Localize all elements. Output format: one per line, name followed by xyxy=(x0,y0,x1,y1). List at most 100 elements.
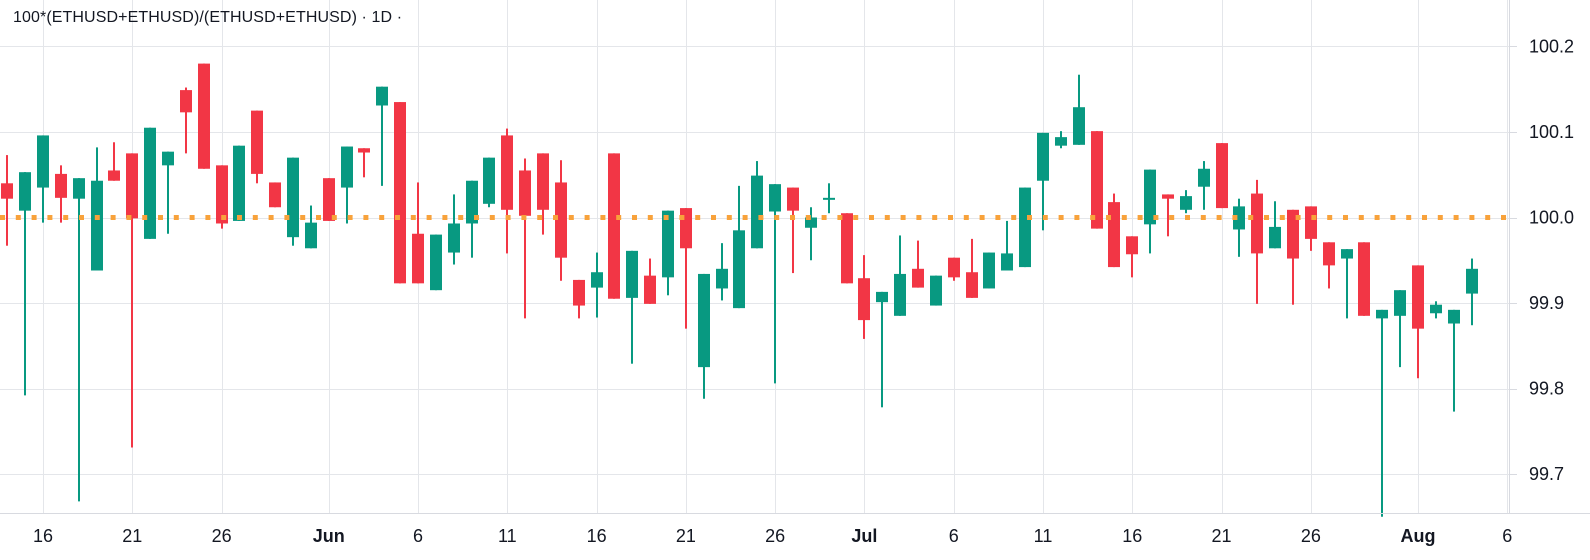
candlestick xyxy=(1019,187,1031,268)
candle-body xyxy=(466,180,478,224)
candle-body xyxy=(698,273,710,368)
candle-body xyxy=(483,157,495,204)
candle-body xyxy=(108,170,120,181)
candle-body xyxy=(323,178,335,221)
candle-body xyxy=(180,90,192,113)
candlestick xyxy=(662,210,674,296)
candlestick xyxy=(1305,206,1317,251)
time-axis-month-label: Jun xyxy=(313,526,345,546)
candle-body xyxy=(751,175,763,249)
candlestick xyxy=(841,213,853,284)
time-axis-label: 26 xyxy=(1301,526,1321,546)
time-axis-label: 21 xyxy=(676,526,696,546)
candle-body xyxy=(37,135,49,188)
candlestick xyxy=(680,208,692,329)
candle-body xyxy=(73,178,85,199)
candle-body xyxy=(662,210,674,278)
candlestick xyxy=(1198,161,1210,210)
candlestick xyxy=(305,205,317,249)
candle-body xyxy=(1448,309,1460,324)
candle-body xyxy=(1323,242,1335,266)
candle-body xyxy=(680,208,692,249)
candlestick xyxy=(1233,198,1245,257)
price-axis-label: 100.1 xyxy=(1529,122,1574,142)
candlestick xyxy=(376,86,388,186)
candlestick xyxy=(1394,290,1406,368)
time-axis-month-label: Aug xyxy=(1401,526,1436,546)
candle-body xyxy=(1144,169,1156,225)
candlestick xyxy=(1251,179,1263,304)
candle-body xyxy=(930,275,942,306)
candlestick xyxy=(1323,242,1335,289)
candlestick xyxy=(1448,309,1460,412)
candle-body xyxy=(1251,193,1263,254)
candle-body xyxy=(287,157,299,238)
candle-body xyxy=(430,234,442,291)
time-axis-label: 11 xyxy=(498,526,517,546)
candle-body xyxy=(1233,206,1245,230)
axis-borders xyxy=(0,0,1590,514)
candlestick xyxy=(483,157,495,208)
time-axis-label: 26 xyxy=(212,526,232,546)
candlestick xyxy=(608,153,620,299)
candle-body xyxy=(305,222,317,249)
candle-body xyxy=(394,102,406,284)
candlestick xyxy=(1358,242,1370,316)
candle-body xyxy=(1091,131,1103,229)
candlestick xyxy=(1412,265,1424,379)
candle-body xyxy=(912,268,924,288)
time-axis[interactable]: 16 21 26 Jun 6 11 16 21 26 Jul 6 11 16 21 26 Aug 6 xyxy=(33,526,1512,546)
candle-body xyxy=(1108,202,1120,268)
candle-body xyxy=(841,213,853,284)
candlestick xyxy=(323,178,335,221)
candlestick xyxy=(466,180,478,258)
candlestick xyxy=(1091,131,1103,229)
candle-body xyxy=(1073,107,1085,145)
candle-body xyxy=(1162,194,1174,199)
candle-body xyxy=(733,230,745,309)
price-axis-label: 99.8 xyxy=(1529,379,1564,399)
candle-body xyxy=(448,223,460,253)
candlestick xyxy=(787,187,799,274)
candlestick xyxy=(1108,193,1120,268)
symbol-title[interactable]: 100*(ETHUSD+ETHUSD)/(ETHUSD+ETHUSD) · 1D… xyxy=(13,9,403,26)
candle-body xyxy=(644,275,656,304)
candle-body xyxy=(412,233,424,284)
candle-body xyxy=(1126,236,1138,255)
candlestick xyxy=(162,151,174,234)
candlestick xyxy=(1001,220,1013,271)
candle-body xyxy=(1001,253,1013,271)
candlestick xyxy=(555,160,567,281)
grid-lines xyxy=(0,0,1509,513)
candlestick xyxy=(537,153,549,235)
price-axis-label: 99.9 xyxy=(1529,293,1564,313)
candlestick xyxy=(591,252,603,318)
candle-body xyxy=(198,63,210,169)
candle-body xyxy=(501,135,513,210)
candle-body xyxy=(1216,143,1228,209)
candle-body xyxy=(269,182,281,208)
candlestick xyxy=(966,238,978,298)
candle-body xyxy=(1287,209,1299,259)
candlestick xyxy=(37,135,49,223)
candlestick xyxy=(251,110,263,184)
candlestick xyxy=(1466,258,1478,326)
candle-body xyxy=(233,145,245,221)
price-axis[interactable]: 100.2 100.1 100.0 99.9 99.8 99.7 xyxy=(1509,37,1574,485)
candlestick xyxy=(858,255,870,339)
candlestick xyxy=(1,155,13,246)
candlestick xyxy=(430,234,442,291)
candle-body xyxy=(216,165,228,224)
candle-body xyxy=(1037,132,1049,181)
candlestick xyxy=(1055,131,1067,149)
candle-body xyxy=(55,173,67,198)
candle-body xyxy=(858,278,870,321)
candlestick xyxy=(894,235,906,316)
candlestick xyxy=(644,258,656,304)
candle-body xyxy=(19,172,31,211)
candle-body xyxy=(983,252,995,289)
time-axis-label: 6 xyxy=(949,526,959,546)
candle-body xyxy=(626,250,638,298)
